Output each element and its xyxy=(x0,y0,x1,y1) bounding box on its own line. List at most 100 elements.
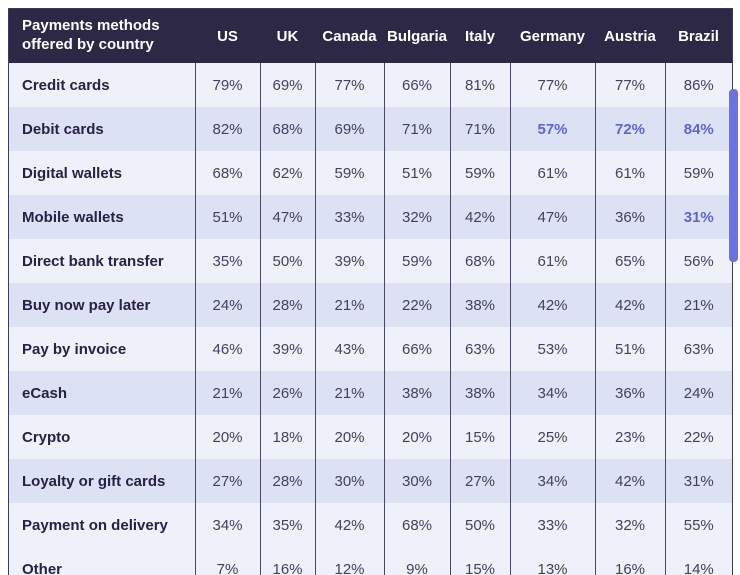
value-cell: 68% xyxy=(194,151,260,195)
value-cell-highlighted: 31% xyxy=(664,195,732,239)
value-cell: 34% xyxy=(194,503,260,547)
value-cell: 68% xyxy=(383,503,450,547)
value-cell: 69% xyxy=(314,107,384,151)
value-cell: 21% xyxy=(314,283,384,327)
table-row: Mobile wallets 51% 47% 33% 32% 42% 47% 36% 31% xyxy=(9,195,732,239)
value-cell: 86% xyxy=(664,63,732,107)
column-header-us: US xyxy=(195,9,260,63)
value-cell: 42% xyxy=(449,195,510,239)
value-cell: 28% xyxy=(259,283,315,327)
table-row: Crypto 20% 18% 20% 20% 15% 25% 23% 22% xyxy=(9,415,732,459)
scrollbar-thumb[interactable] xyxy=(729,89,738,262)
value-cell: 42% xyxy=(594,283,665,327)
value-cell: 33% xyxy=(509,503,595,547)
value-cell: 66% xyxy=(383,327,450,371)
column-header-canada: Canada xyxy=(315,9,384,63)
value-cell: 51% xyxy=(594,327,665,371)
row-label: Digital wallets xyxy=(22,164,123,182)
value-cell: 31% xyxy=(664,459,732,503)
row-label: Credit cards xyxy=(22,76,110,94)
value-cell: 62% xyxy=(259,151,315,195)
value-cell: 35% xyxy=(194,239,260,283)
value-cell: 35% xyxy=(259,503,315,547)
value-cell: 42% xyxy=(509,283,595,327)
value-cell: 71% xyxy=(383,107,450,151)
value-cell-highlighted: 84% xyxy=(664,107,732,151)
value-cell: 61% xyxy=(594,151,665,195)
table-row: Other 7% 16% 12% 9% 15% 13% 16% 14% xyxy=(9,547,732,575)
table-row: Credit cards 79% 69% 77% 66% 81% 77% 77% 86% xyxy=(9,63,732,107)
table-row: Pay by invoice 46% 39% 43% 66% 63% 53% 51% 63% xyxy=(9,327,732,371)
column-header-uk: UK xyxy=(260,9,315,63)
value-cell: 61% xyxy=(509,239,595,283)
value-cell: 26% xyxy=(259,371,315,415)
value-cell: 82% xyxy=(194,107,260,151)
value-cell: 69% xyxy=(259,63,315,107)
column-header-austria: Austria xyxy=(595,9,665,63)
value-cell: 51% xyxy=(383,151,450,195)
table-row: Buy now pay later 24% 28% 21% 22% 38% 42% 42% 21… xyxy=(9,283,732,327)
value-cell: 47% xyxy=(509,195,595,239)
row-label: Other xyxy=(22,560,63,575)
header-row: Payments methods offered by country US UK… xyxy=(9,9,732,63)
value-cell: 42% xyxy=(314,503,384,547)
row-label: eCash xyxy=(22,384,68,402)
value-cell: 21% xyxy=(664,283,732,327)
value-cell: 59% xyxy=(314,151,384,195)
value-cell: 77% xyxy=(314,63,384,107)
value-cell: 21% xyxy=(194,371,260,415)
row-label: Direct bank transfer xyxy=(22,252,164,270)
table-row: Payment on delivery 34% 35% 42% 68% 50% 33% 32%… xyxy=(9,503,732,547)
value-cell: 15% xyxy=(449,415,510,459)
value-cell: 63% xyxy=(664,327,732,371)
table-row: Loyalty or gift cards 27% 28% 30% 30% 27% 34% 4… xyxy=(9,459,732,503)
value-cell: 28% xyxy=(259,459,315,503)
value-cell: 56% xyxy=(664,239,732,283)
value-cell: 68% xyxy=(259,107,315,151)
value-cell: 23% xyxy=(594,415,665,459)
value-cell: 33% xyxy=(314,195,384,239)
payments-table-container: Payments methods offered by country US UK… xyxy=(8,8,733,575)
value-cell: 71% xyxy=(449,107,510,151)
value-cell: 38% xyxy=(383,371,450,415)
value-cell: 79% xyxy=(194,63,260,107)
value-cell: 34% xyxy=(509,371,595,415)
value-cell: 24% xyxy=(194,283,260,327)
value-cell: 68% xyxy=(449,239,510,283)
value-cell: 43% xyxy=(314,327,384,371)
value-cell: 30% xyxy=(383,459,450,503)
value-cell: 20% xyxy=(194,415,260,459)
value-cell: 21% xyxy=(314,371,384,415)
value-cell: 16% xyxy=(594,547,665,575)
column-header-bulgaria: Bulgaria xyxy=(384,9,450,63)
value-cell: 20% xyxy=(314,415,384,459)
value-cell: 15% xyxy=(449,547,510,575)
value-cell: 22% xyxy=(664,415,732,459)
value-cell: 25% xyxy=(509,415,595,459)
value-cell: 36% xyxy=(594,371,665,415)
row-label: Buy now pay later xyxy=(22,296,151,314)
value-cell: 53% xyxy=(509,327,595,371)
value-cell: 36% xyxy=(594,195,665,239)
value-cell: 81% xyxy=(449,63,510,107)
value-cell: 59% xyxy=(664,151,732,195)
value-cell: 65% xyxy=(594,239,665,283)
row-label: Crypto xyxy=(22,428,71,446)
value-cell: 22% xyxy=(383,283,450,327)
value-cell: 9% xyxy=(383,547,450,575)
value-cell: 77% xyxy=(594,63,665,107)
value-cell: 63% xyxy=(449,327,510,371)
row-label: Pay by invoice xyxy=(22,340,127,358)
value-cell-highlighted: 57% xyxy=(509,107,595,151)
value-cell: 51% xyxy=(194,195,260,239)
value-cell: 46% xyxy=(194,327,260,371)
value-cell: 42% xyxy=(594,459,665,503)
value-cell: 55% xyxy=(664,503,732,547)
value-cell: 27% xyxy=(194,459,260,503)
value-cell: 59% xyxy=(449,151,510,195)
value-cell: 39% xyxy=(259,327,315,371)
table-row: Direct bank transfer 35% 50% 39% 59% 68% 61% 65… xyxy=(9,239,732,283)
value-cell: 50% xyxy=(259,239,315,283)
column-header-italy: Italy xyxy=(450,9,510,63)
table-title: Payments methods offered by country xyxy=(9,9,195,63)
